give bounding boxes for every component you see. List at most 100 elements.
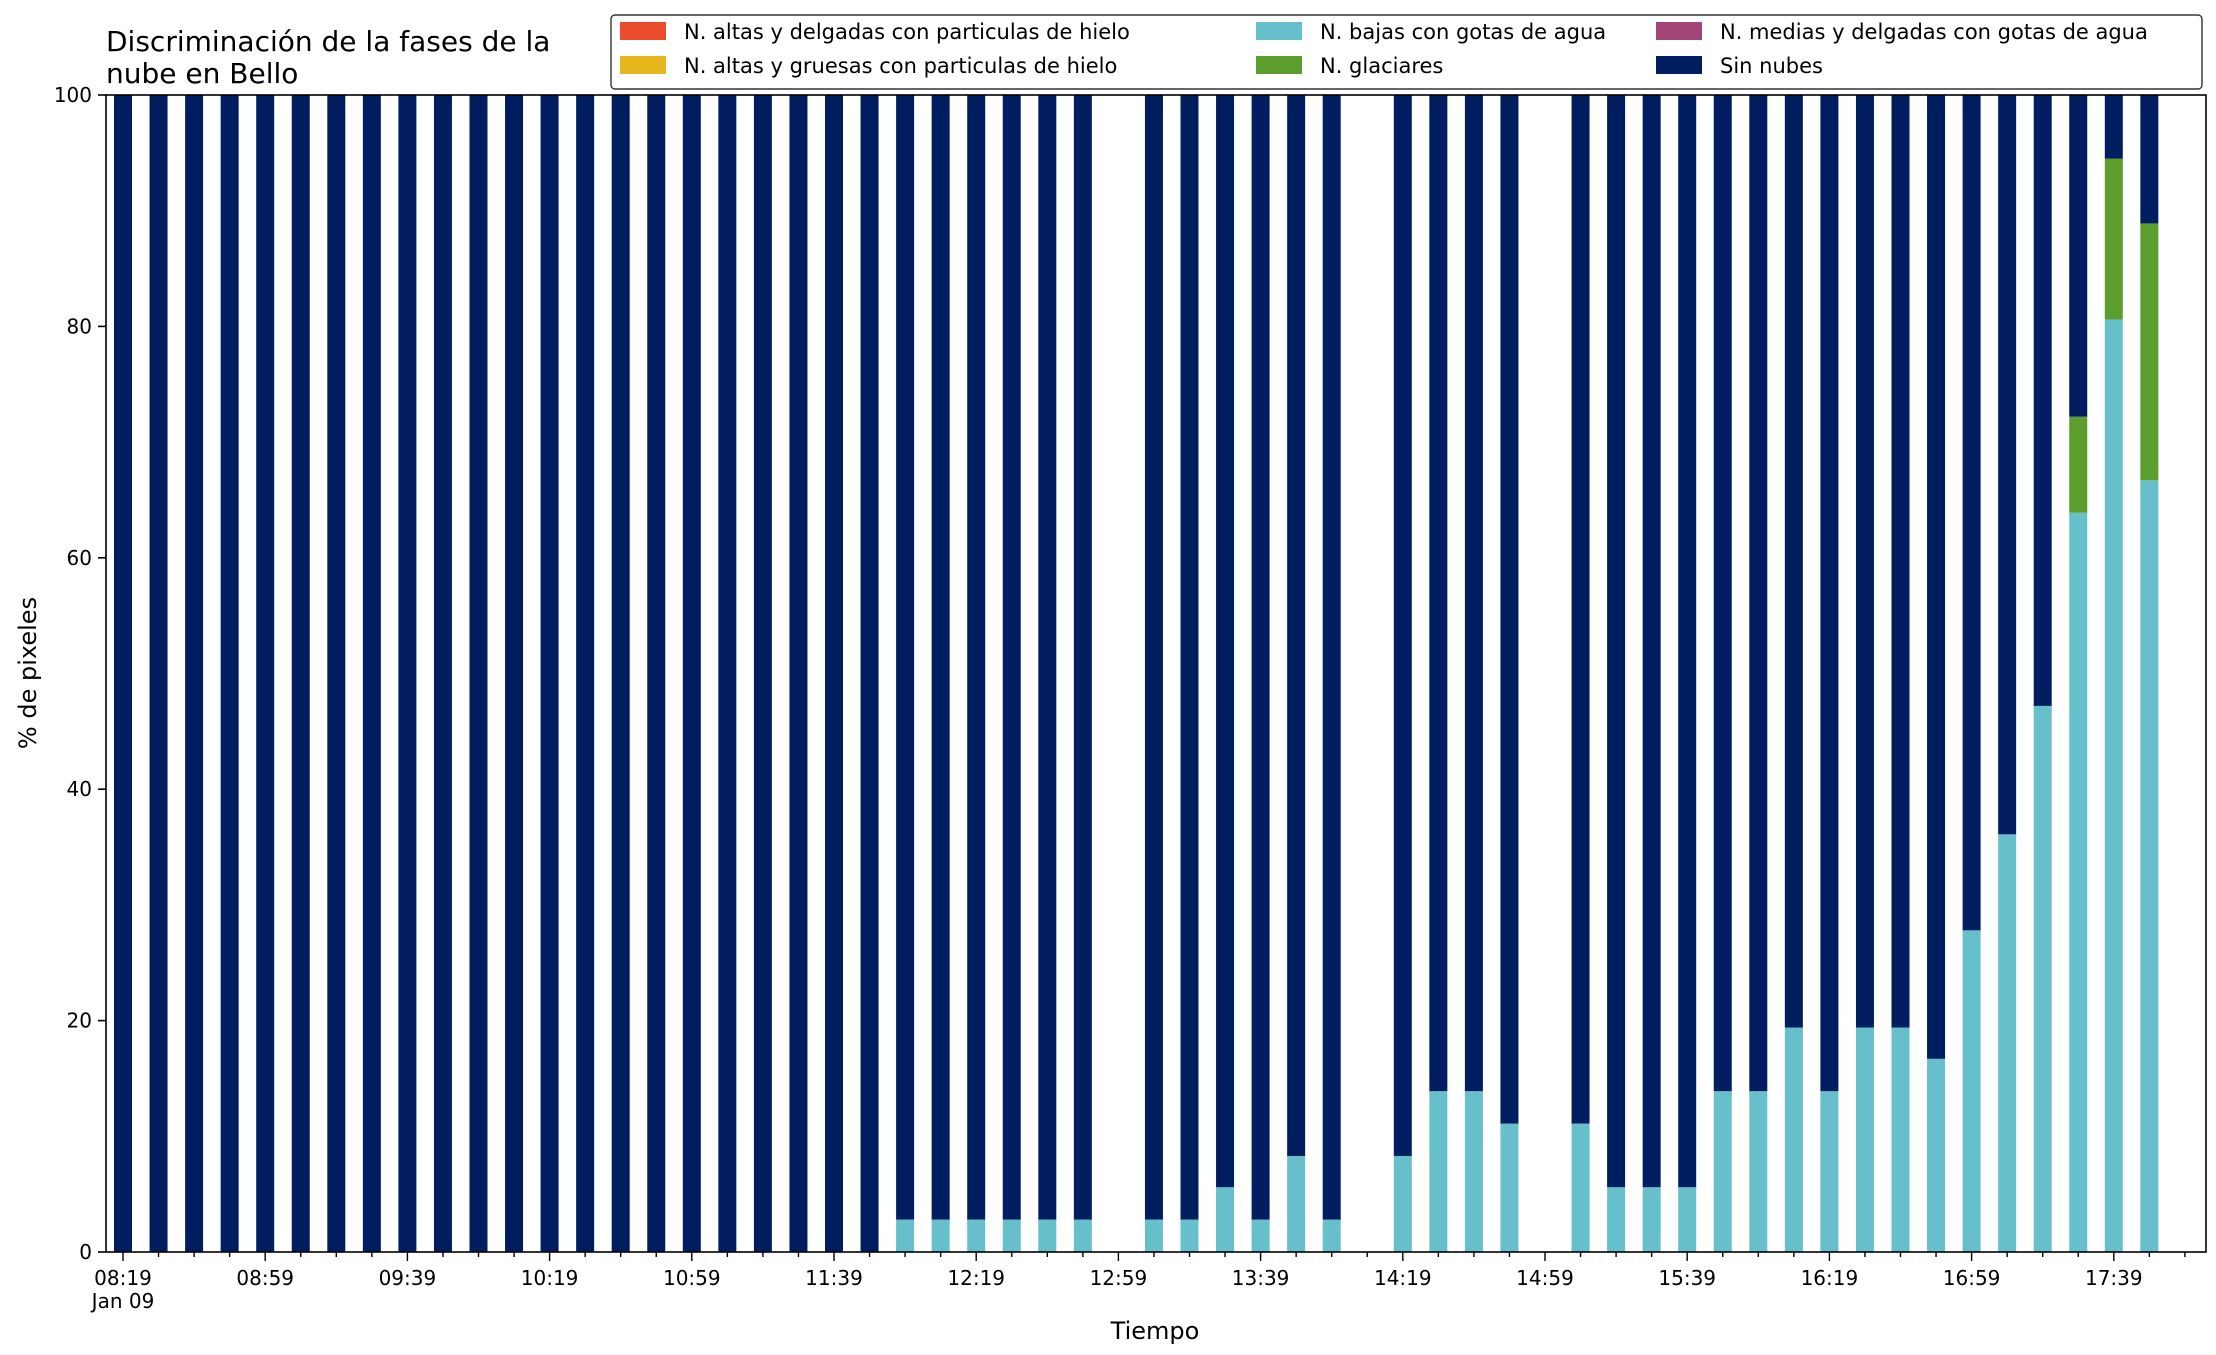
- bar-segment: [1962, 930, 1981, 1252]
- x-tick-label: 14:19: [1374, 1266, 1432, 1290]
- bar-segment: [1322, 1219, 1341, 1252]
- plot-frame: [105, 94, 2207, 1253]
- bar-segment: [1998, 95, 2017, 835]
- bar-segment: [1464, 95, 1483, 1092]
- bar-segment: [2069, 512, 2088, 1252]
- bar-segment: [2104, 319, 2123, 1253]
- bar-segment: [931, 1219, 950, 1252]
- bar-segment: [327, 95, 346, 1252]
- bar-segment: [1642, 1187, 1661, 1252]
- x-tick-label: 13:39: [1232, 1266, 1290, 1290]
- bar-segment: [2140, 95, 2159, 224]
- bar-segment: [1322, 95, 1341, 1220]
- bar-segment: [2033, 705, 2052, 1252]
- bar-segment: [1393, 1155, 1412, 1252]
- bar-segment: [291, 95, 310, 1252]
- bar-segment: [1678, 1187, 1697, 1252]
- x-tick-label: 08:59: [236, 1266, 294, 1290]
- bars-group: [114, 95, 2159, 1253]
- bar-segment: [1002, 95, 1021, 1220]
- y-axis-label: % de pixeles: [14, 597, 42, 749]
- bar-segment: [185, 95, 204, 1252]
- bar-segment: [1642, 95, 1661, 1188]
- y-tick-label: 40: [67, 777, 92, 801]
- legend-label: N. glaciares: [1320, 54, 1443, 78]
- bar-segment: [611, 95, 630, 1252]
- bar-segment: [1073, 95, 1092, 1220]
- bar-segment: [1820, 1091, 1839, 1252]
- bar-segment: [1713, 1091, 1732, 1252]
- bar-segment: [1002, 1219, 1021, 1252]
- bar-segment: [2033, 95, 2052, 706]
- bar-segment: [433, 95, 452, 1252]
- bar-segment: [1784, 1027, 1803, 1252]
- bar-segment: [1713, 95, 1732, 1092]
- legend-swatch: [620, 56, 666, 74]
- bar-segment: [1216, 1187, 1235, 1252]
- bar-segment: [789, 95, 808, 1252]
- bar-segment: [220, 95, 239, 1252]
- bar-segment: [114, 95, 132, 1252]
- bar-segment: [1393, 95, 1412, 1156]
- chart-title-line-1: Discriminación de la fases de la: [106, 25, 550, 58]
- x-tick-label: 09:39: [379, 1266, 437, 1290]
- bar-segment: [1180, 1219, 1199, 1252]
- bar-segment: [1429, 95, 1448, 1092]
- bar-segment: [1891, 1027, 1910, 1252]
- bar-segment: [1287, 95, 1306, 1156]
- bar-segment: [860, 95, 879, 1252]
- bar-segment: [1749, 1091, 1768, 1252]
- x-tick-label: 14:59: [1516, 1266, 1574, 1290]
- bar-segment: [1038, 95, 1057, 1220]
- bar-segment: [1891, 95, 1910, 1028]
- x-tick-label: 08:19: [94, 1266, 152, 1290]
- bar-segment: [1144, 95, 1163, 1220]
- bar-segment: [1678, 95, 1697, 1188]
- bar-segment: [469, 95, 488, 1252]
- legend-label: Sin nubes: [1720, 54, 1823, 78]
- bar-segment: [896, 95, 915, 1220]
- legend-swatch: [1256, 22, 1302, 40]
- bar-segment: [2069, 95, 2088, 417]
- legend-swatch: [1656, 22, 1702, 40]
- legend-box: [610, 14, 2203, 90]
- bar-segment: [1607, 95, 1626, 1188]
- bar-segment: [825, 95, 843, 1252]
- bar-segment: [1855, 1027, 1874, 1252]
- y-tick-label: 80: [67, 314, 92, 338]
- legend-swatch: [1256, 56, 1302, 74]
- bar-segment: [2140, 480, 2159, 1252]
- bar-segment: [1607, 1187, 1626, 1252]
- bar-segment: [1429, 1091, 1448, 1252]
- legend: N. altas y delgadas con particulas de hi…: [610, 14, 2203, 90]
- bar-segment: [149, 95, 168, 1252]
- bar-segment: [1855, 95, 1874, 1028]
- bar-segment: [1500, 95, 1519, 1124]
- y-tick-label: 60: [67, 546, 92, 570]
- x-tick-label: 15:39: [1658, 1266, 1716, 1290]
- bar-segment: [718, 95, 737, 1252]
- x-axis: 08:19 08:59 09:39 10:19 10:59 11:39 12:19 12:59…: [90, 1252, 2186, 1313]
- bar-segment: [576, 95, 595, 1252]
- x-tick-label: 16:19: [1801, 1266, 1859, 1290]
- legend-label: N. bajas con gotas de agua: [1320, 20, 1606, 44]
- bar-segment: [505, 95, 524, 1252]
- legend-swatch: [620, 22, 666, 40]
- bar-segment: [1500, 1123, 1519, 1252]
- x-tick-label: 11:39: [805, 1266, 863, 1290]
- y-tick-label: 100: [54, 83, 92, 107]
- bar-segment: [1784, 95, 1803, 1028]
- bar-segment: [1749, 95, 1768, 1092]
- legend-label: N. medias y delgadas con gotas de agua: [1720, 20, 2148, 44]
- x-tick-label: 12:19: [947, 1266, 1005, 1290]
- bar-segment: [896, 1219, 915, 1252]
- legend-label: N. altas y gruesas con particulas de hie…: [684, 54, 1117, 78]
- bar-segment: [1464, 1091, 1483, 1252]
- x-tick-label: 10:19: [521, 1266, 579, 1290]
- bar-segment: [967, 95, 986, 1220]
- bar-segment: [753, 95, 772, 1252]
- bar-segment: [362, 95, 381, 1252]
- bar-segment: [2069, 416, 2088, 513]
- bar-segment: [1144, 1219, 1163, 1252]
